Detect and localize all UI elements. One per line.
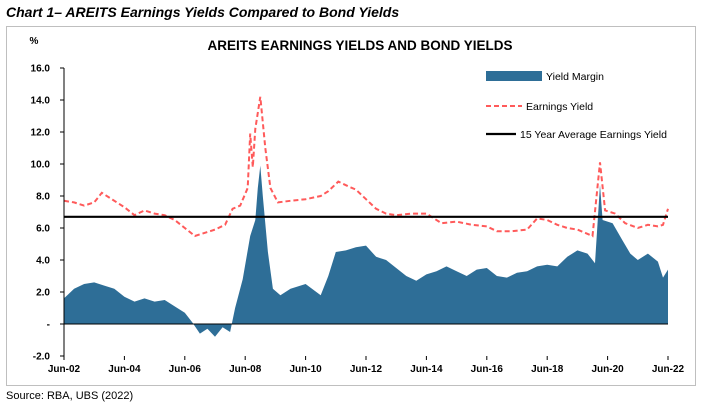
x-tick-label: Jun-08 [229, 364, 262, 375]
chart-title: AREITS EARNINGS YIELDS AND BOND YIELDS [207, 38, 512, 53]
y-tick-label: 14.0 [31, 96, 51, 107]
x-tick-label: Jun-06 [169, 364, 202, 375]
plot-area [63, 96, 669, 337]
legend-swatch-yield-margin [486, 71, 542, 81]
y-tick-label: - [47, 320, 50, 331]
y-tick-label: 8.0 [36, 192, 50, 203]
x-tick-label: Jun-14 [410, 364, 443, 375]
x-tick-label: Jun-02 [48, 364, 81, 375]
chart-frame [6, 26, 696, 386]
y-tick-label: 12.0 [31, 128, 51, 139]
x-tick-label: Jun-18 [531, 364, 564, 375]
x-tick-label: Jun-22 [652, 364, 685, 375]
y-tick-label: 6.0 [36, 224, 50, 235]
y-tick-label: 4.0 [36, 256, 50, 267]
y-tick-label: -2.0 [33, 352, 51, 363]
series-earnings-yield-line [63, 96, 669, 238]
legend-label: Earnings Yield [526, 101, 593, 113]
legend-label: 15 Year Average Earnings Yield [520, 129, 667, 141]
y-unit-label: % [30, 36, 39, 47]
x-tick-label: Jun-16 [471, 364, 504, 375]
source-note: Source: RBA, UBS (2022) [6, 390, 134, 402]
y-tick-label: 10.0 [31, 160, 51, 171]
y-tick-label: 16.0 [31, 64, 51, 75]
x-tick-label: Jun-20 [591, 364, 624, 375]
x-tick-label: Jun-10 [289, 364, 322, 375]
y-tick-label: 2.0 [36, 288, 50, 299]
legend-label: Yield Margin [546, 71, 604, 83]
legend: Yield Margin Earnings Yield 15 Year Averag… [486, 71, 667, 141]
x-tick-label: Jun-04 [108, 364, 141, 375]
chart-heading: Chart 1– AREITS Earnings Yields Compared… [6, 4, 400, 20]
x-tick-label: Jun-12 [350, 364, 383, 375]
series-yield-margin-area [64, 165, 668, 337]
